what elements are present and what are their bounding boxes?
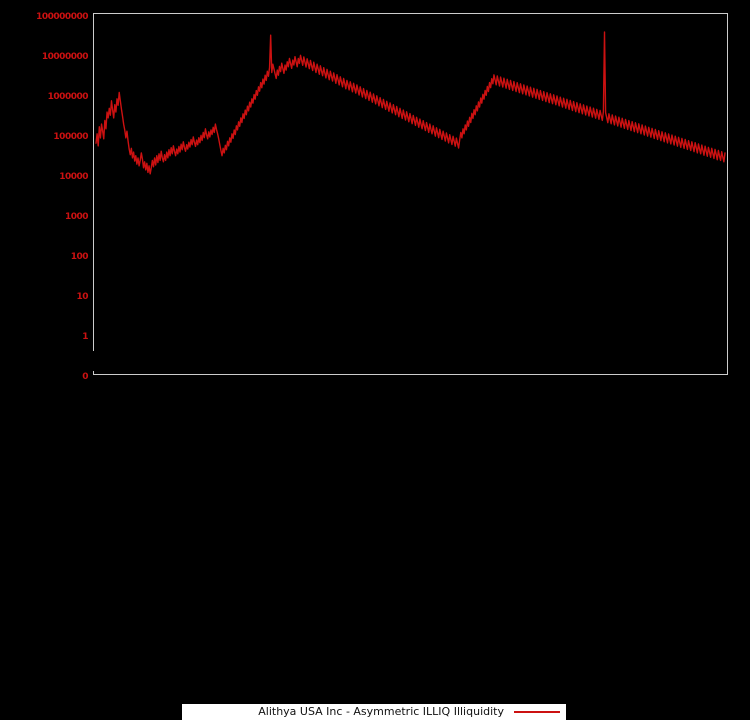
chart-plot-area xyxy=(0,0,750,400)
series-line-alithya-illiq xyxy=(95,31,726,175)
y-tick-label: 10 xyxy=(76,292,88,302)
y-tick-label: 100000 xyxy=(53,132,88,142)
legend: Alithya USA Inc - Asymmetric ILLIQ Illiq… xyxy=(90,351,566,720)
figure-background xyxy=(0,0,750,400)
y-tick-label: 1000000 xyxy=(47,92,89,102)
series-layer xyxy=(95,31,726,175)
y-axis-tick-labels: 100000000 10000000 1000000 100000 10000 1000 1… xyxy=(0,0,88,400)
y-tick-label: 10000 xyxy=(59,172,88,182)
y-tick-label: 10000000 xyxy=(41,52,89,62)
y-tick-label: 1 xyxy=(82,332,88,342)
line-swatch xyxy=(514,711,560,713)
y-tick-label: 100 xyxy=(70,252,89,262)
y-tick-label: 100000000 xyxy=(36,12,88,22)
y-tick-label: 0 xyxy=(82,372,88,382)
y-tick-label: 1000 xyxy=(64,212,89,222)
legend-label: Alithya USA Inc - Asymmetric ILLIQ Illiq… xyxy=(258,705,504,718)
legend-box: Alithya USA Inc - Asymmetric ILLIQ Illiq… xyxy=(182,704,566,720)
plot-frame xyxy=(93,13,728,375)
